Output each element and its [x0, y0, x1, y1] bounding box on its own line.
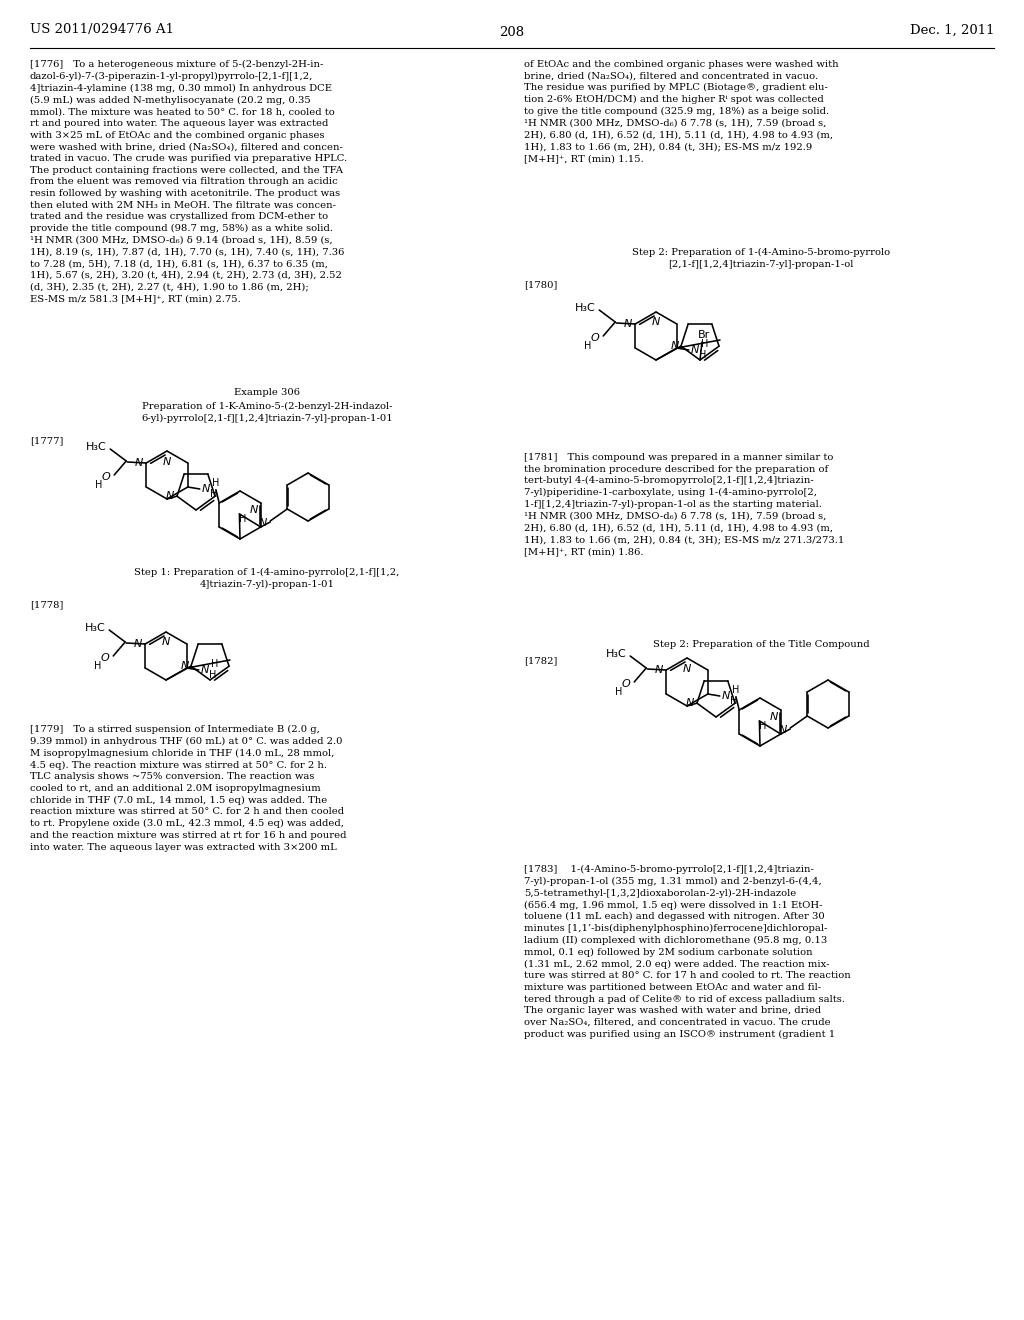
Text: Br: Br	[698, 330, 710, 341]
Text: N: N	[722, 690, 730, 701]
Text: [1778]: [1778]	[30, 601, 63, 609]
Text: H: H	[584, 341, 591, 351]
Text: H₃C: H₃C	[605, 649, 627, 659]
Text: [1776] To a heterogeneous mixture of 5-(2-benzyl-2H-in-
dazol-6-yl)-7-(3-piperaz: [1776] To a heterogeneous mixture of 5-(…	[30, 59, 347, 304]
Text: N: N	[259, 517, 267, 528]
Text: [1782]: [1782]	[524, 656, 557, 665]
Text: O: O	[100, 653, 110, 663]
Text: H: H	[732, 685, 739, 696]
Text: H: H	[700, 339, 709, 348]
Text: US 2011/0294776 A1: US 2011/0294776 A1	[30, 24, 174, 37]
Text: 208: 208	[500, 26, 524, 40]
Text: N: N	[249, 506, 258, 515]
Text: H: H	[730, 696, 737, 706]
Text: O: O	[591, 333, 599, 343]
Text: N: N	[202, 484, 210, 494]
Text: H₃C: H₃C	[84, 623, 105, 634]
Text: H: H	[239, 513, 246, 524]
Text: N: N	[683, 664, 691, 675]
Text: [1779] To a stirred suspension of Intermediate B (2.0 g,
9.39 mmol) in anhydrous: [1779] To a stirred suspension of Interm…	[30, 725, 346, 851]
Text: N: N	[769, 711, 777, 722]
Text: N: N	[686, 698, 694, 709]
Text: Preparation of 1-K-Amino-5-(2-benzyl-2H-indazol-
6-yl)-pyrrolo[2,1-f][1,2,4]tria: Preparation of 1-K-Amino-5-(2-benzyl-2H-…	[141, 403, 393, 422]
Text: Step 1: Preparation of 1-(4-amino-pyrrolo[2,1-f][1,2,
4]triazin-7-yl)-propan-1-0: Step 1: Preparation of 1-(4-amino-pyrrol…	[134, 568, 399, 589]
Text: H: H	[209, 671, 216, 680]
Text: [1777]: [1777]	[30, 436, 63, 445]
Text: N: N	[624, 319, 632, 329]
Text: H: H	[212, 478, 219, 488]
Text: N: N	[654, 665, 664, 675]
Text: H₃C: H₃C	[574, 304, 595, 313]
Text: N: N	[163, 457, 171, 467]
Text: O: O	[101, 473, 111, 482]
Text: H₃C: H₃C	[85, 442, 106, 451]
Text: H: H	[95, 480, 102, 490]
Text: H: H	[210, 488, 217, 499]
Text: N: N	[201, 665, 209, 675]
Text: N: N	[779, 725, 787, 735]
Text: [1781] This compound was prepared in a manner similar to
the bromination procedu: [1781] This compound was prepared in a m…	[524, 453, 845, 556]
Text: N: N	[134, 639, 142, 649]
Text: Step 2: Preparation of the Title Compound: Step 2: Preparation of the Title Compoun…	[652, 640, 869, 649]
Text: Dec. 1, 2011: Dec. 1, 2011	[909, 24, 994, 37]
Text: H: H	[614, 686, 623, 697]
Text: Step 2: Preparation of 1-(4-Amino-5-bromo-pyrrolo
[2,1-f][1,2,4]triazin-7-yl]-pr: Step 2: Preparation of 1-(4-Amino-5-brom…	[632, 248, 890, 269]
Text: of EtOAc and the combined organic phases were washed with
brine, dried (Na₂SO₄),: of EtOAc and the combined organic phases…	[524, 59, 839, 162]
Text: [1783]  1-(4-Amino-5-bromo-pyrrolo[2,1-f][1,2,4]triazin-
7-yl)-propan-1-ol (355 : [1783] 1-(4-Amino-5-bromo-pyrrolo[2,1-f]…	[524, 865, 851, 1039]
Text: N: N	[652, 317, 660, 327]
Text: H: H	[698, 350, 707, 360]
Text: N: N	[166, 491, 174, 502]
Text: N: N	[691, 345, 699, 355]
Text: H: H	[211, 659, 218, 669]
Text: H: H	[759, 721, 766, 731]
Text: Example 306: Example 306	[234, 388, 300, 397]
Text: N: N	[162, 638, 170, 647]
Text: N: N	[671, 341, 679, 351]
Text: N: N	[180, 661, 189, 671]
Text: H: H	[94, 661, 101, 671]
Text: O: O	[622, 678, 630, 689]
Text: N: N	[135, 458, 143, 469]
Text: [1780]: [1780]	[524, 280, 557, 289]
